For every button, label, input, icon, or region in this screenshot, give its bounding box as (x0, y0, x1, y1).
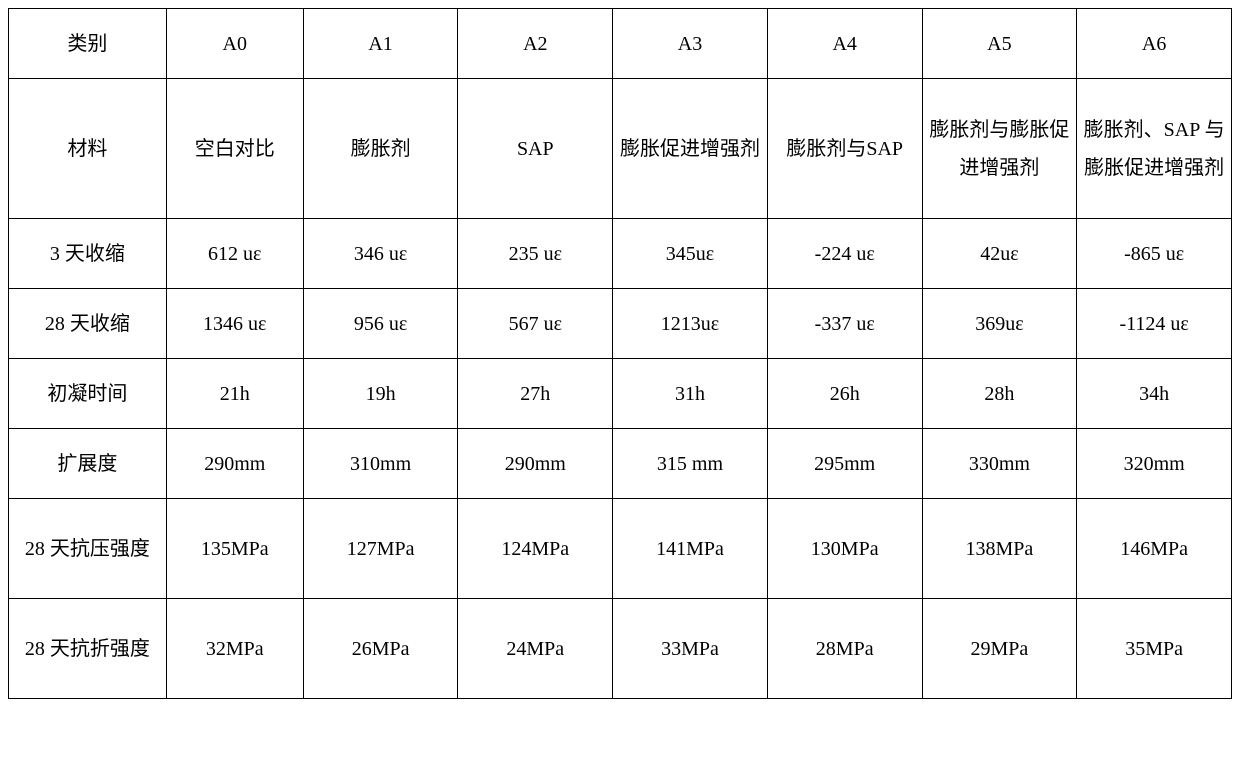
data-table: 类别A0A1A2A3A4A5A6材料空白对比膨胀剂SAP膨胀促进增强剂膨胀剂与S… (8, 8, 1232, 699)
table-cell: 330mm (922, 429, 1077, 499)
table-cell: 32MPa (166, 599, 303, 699)
table-cell: 24MPa (458, 599, 613, 699)
table-cell: -337 uε (767, 289, 922, 359)
table-row: 28 天抗折强度32MPa26MPa24MPa33MPa28MPa29MPa35… (9, 599, 1232, 699)
table-cell: 膨胀剂与SAP (767, 79, 922, 219)
column-header: A5 (922, 9, 1077, 79)
table-cell: 345uε (613, 219, 768, 289)
table-cell: 29MPa (922, 599, 1077, 699)
table-cell: 235 uε (458, 219, 613, 289)
table-cell: 956 uε (303, 289, 458, 359)
table-cell: 130MPa (767, 499, 922, 599)
table-cell: 膨胀促进增强剂 (613, 79, 768, 219)
table-cell: 膨胀剂与膨胀促进增强剂 (922, 79, 1077, 219)
table-cell: 295mm (767, 429, 922, 499)
table-row: 扩展度290mm310mm290mm315 mm295mm330mm320mm (9, 429, 1232, 499)
table-cell: 33MPa (613, 599, 768, 699)
table-cell: 19h (303, 359, 458, 429)
table-cell: 膨胀剂、SAP 与膨胀促进增强剂 (1077, 79, 1232, 219)
table-cell: 141MPa (613, 499, 768, 599)
table-cell: 290mm (166, 429, 303, 499)
table-cell: 124MPa (458, 499, 613, 599)
column-header: 类别 (9, 9, 167, 79)
table-cell: -865 uε (1077, 219, 1232, 289)
table-row: 28 天抗压强度135MPa127MPa124MPa141MPa130MPa13… (9, 499, 1232, 599)
table-cell: 346 uε (303, 219, 458, 289)
table-cell: 1213uε (613, 289, 768, 359)
table-row: 28 天收缩1346 uε956 uε567 uε1213uε-337 uε36… (9, 289, 1232, 359)
row-label: 初凝时间 (9, 359, 167, 429)
table-cell: 26MPa (303, 599, 458, 699)
table-cell: 138MPa (922, 499, 1077, 599)
table-cell: 28h (922, 359, 1077, 429)
column-header: A3 (613, 9, 768, 79)
table-cell: 146MPa (1077, 499, 1232, 599)
table-cell: 31h (613, 359, 768, 429)
column-header: A6 (1077, 9, 1232, 79)
table-cell: 28MPa (767, 599, 922, 699)
table-row: 材料空白对比膨胀剂SAP膨胀促进增强剂膨胀剂与SAP膨胀剂与膨胀促进增强剂膨胀剂… (9, 79, 1232, 219)
table-row: 3 天收缩612 uε346 uε235 uε345uε-224 uε42uε-… (9, 219, 1232, 289)
table-cell: 42uε (922, 219, 1077, 289)
table-cell: 34h (1077, 359, 1232, 429)
table-cell: 膨胀剂 (303, 79, 458, 219)
table-cell: 315 mm (613, 429, 768, 499)
row-label: 扩展度 (9, 429, 167, 499)
column-header: A0 (166, 9, 303, 79)
table-cell: 310mm (303, 429, 458, 499)
row-label: 28 天抗压强度 (9, 499, 167, 599)
table-cell: -224 uε (767, 219, 922, 289)
row-label: 28 天收缩 (9, 289, 167, 359)
row-label: 材料 (9, 79, 167, 219)
table-body: 类别A0A1A2A3A4A5A6材料空白对比膨胀剂SAP膨胀促进增强剂膨胀剂与S… (9, 9, 1232, 699)
table-cell: 320mm (1077, 429, 1232, 499)
table-row: 初凝时间21h19h27h31h26h28h34h (9, 359, 1232, 429)
table-cell: 35MPa (1077, 599, 1232, 699)
table-cell: 1346 uε (166, 289, 303, 359)
table-cell: 612 uε (166, 219, 303, 289)
table-cell: 26h (767, 359, 922, 429)
column-header: A1 (303, 9, 458, 79)
table-cell: 127MPa (303, 499, 458, 599)
table-cell: 空白对比 (166, 79, 303, 219)
table-cell: 21h (166, 359, 303, 429)
row-label: 28 天抗折强度 (9, 599, 167, 699)
table-cell: 135MPa (166, 499, 303, 599)
table-cell: 290mm (458, 429, 613, 499)
column-header: A4 (767, 9, 922, 79)
row-label: 3 天收缩 (9, 219, 167, 289)
table-cell: 369uε (922, 289, 1077, 359)
table-header-row: 类别A0A1A2A3A4A5A6 (9, 9, 1232, 79)
table-cell: 567 uε (458, 289, 613, 359)
column-header: A2 (458, 9, 613, 79)
table-cell: 27h (458, 359, 613, 429)
table-cell: SAP (458, 79, 613, 219)
table-cell: -1124 uε (1077, 289, 1232, 359)
